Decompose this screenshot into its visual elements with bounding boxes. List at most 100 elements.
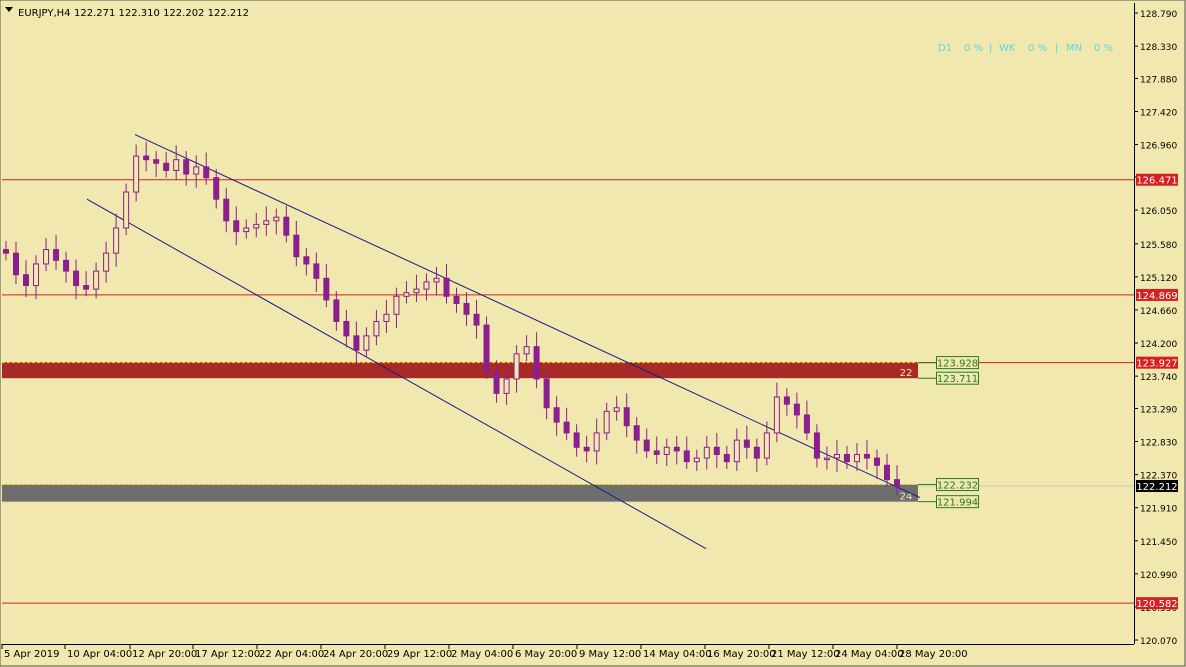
current-price-tag-text: 122.212 bbox=[1136, 482, 1177, 493]
candle-body bbox=[213, 177, 220, 200]
price-axis-label: 125.120 bbox=[1140, 274, 1177, 284]
mn-value: 0 % bbox=[1094, 43, 1113, 54]
candle bbox=[23, 260, 30, 298]
channel-lower-line[interactable] bbox=[86, 198, 707, 550]
candle-body bbox=[113, 227, 120, 254]
zone-price-tag-text: 122.232 bbox=[937, 481, 978, 492]
zone-1[interactable] bbox=[2, 362, 918, 379]
time-axis-label: 21 May 12:00 bbox=[771, 649, 840, 660]
candle-body bbox=[13, 252, 20, 276]
candle bbox=[823, 446, 830, 470]
candle bbox=[613, 396, 620, 421]
candle-body bbox=[233, 220, 240, 233]
candle bbox=[423, 273, 430, 301]
candle-body bbox=[643, 439, 650, 452]
candle-body bbox=[33, 263, 40, 287]
chart-menu-arrow-icon[interactable] bbox=[5, 7, 13, 12]
price-axis-label: 124.660 bbox=[1140, 307, 1177, 317]
candle-body bbox=[853, 453, 860, 463]
price-axis-label: 120.070 bbox=[1140, 637, 1177, 647]
candle-body bbox=[623, 407, 630, 427]
zone-price-tag[interactable] bbox=[936, 478, 979, 492]
candle-body bbox=[323, 277, 330, 301]
stats-separator: | bbox=[989, 43, 992, 54]
candle-body bbox=[313, 263, 320, 279]
candle bbox=[103, 241, 110, 283]
time-axis-label: 17 Apr 12:00 bbox=[195, 649, 260, 660]
symbol-label: EURJPY,H4 bbox=[18, 8, 71, 19]
current-price-tag bbox=[1136, 479, 1178, 492]
candle bbox=[273, 208, 280, 235]
candle-body bbox=[703, 446, 710, 459]
candle-body bbox=[873, 457, 880, 466]
candle-body bbox=[53, 249, 60, 261]
zone-2[interactable] bbox=[2, 484, 918, 502]
candle bbox=[853, 442, 860, 472]
candle-body bbox=[483, 324, 490, 373]
candle bbox=[173, 145, 180, 180]
candle bbox=[263, 206, 270, 236]
candle bbox=[773, 382, 780, 443]
candles bbox=[3, 141, 900, 496]
time-axis-label: 28 May 20:00 bbox=[899, 649, 968, 660]
candle bbox=[603, 402, 610, 441]
candle bbox=[843, 445, 850, 469]
zone-price-tag-text: 123.711 bbox=[937, 374, 978, 385]
candle bbox=[453, 287, 460, 313]
candle bbox=[873, 449, 880, 479]
candle-body bbox=[413, 288, 420, 294]
candle bbox=[833, 440, 840, 472]
level-price-tag-text: 120.582 bbox=[1136, 599, 1177, 610]
candle-body bbox=[133, 155, 140, 193]
candle bbox=[83, 271, 90, 297]
candle-body bbox=[573, 432, 580, 448]
candle bbox=[233, 206, 240, 246]
candle bbox=[333, 291, 340, 331]
candle-body bbox=[153, 159, 160, 164]
candle bbox=[223, 187, 230, 233]
time-axis-label: 24 May 04:00 bbox=[835, 649, 904, 660]
candle-body bbox=[353, 335, 360, 351]
candle-body bbox=[603, 410, 610, 434]
zone-price-tag[interactable] bbox=[936, 371, 979, 385]
candle-body bbox=[293, 234, 300, 258]
candle-body bbox=[723, 453, 730, 463]
candle bbox=[653, 436, 660, 464]
time-axis-label: 5 Apr 2019 bbox=[4, 649, 59, 660]
candle-body bbox=[273, 216, 280, 222]
candle bbox=[593, 418, 600, 465]
d1-value: 0 % bbox=[964, 43, 983, 54]
candle bbox=[623, 393, 630, 438]
candle bbox=[553, 396, 560, 436]
candle bbox=[253, 212, 260, 238]
ohlc-readout: 122.271 122.310 122.202 122.212 bbox=[74, 8, 249, 19]
candle-body bbox=[23, 274, 30, 287]
price-axis-label: 128.330 bbox=[1140, 43, 1177, 53]
candle-body bbox=[743, 439, 750, 448]
zone-price-tag[interactable] bbox=[936, 356, 979, 370]
wk-value: 0 % bbox=[1028, 43, 1047, 54]
candle bbox=[443, 263, 450, 304]
time-axis-label: 2 May 04:00 bbox=[451, 649, 513, 660]
candle bbox=[783, 388, 790, 416]
candle-body bbox=[363, 335, 370, 351]
level-price-tag-text: 124.869 bbox=[1136, 291, 1177, 302]
price-axis-label: 121.910 bbox=[1140, 505, 1177, 515]
candle bbox=[463, 291, 470, 326]
candle bbox=[73, 259, 80, 300]
price-axis-label: 125.580 bbox=[1140, 241, 1177, 251]
candle-body bbox=[613, 407, 620, 412]
candle-body bbox=[793, 403, 800, 416]
candle-body bbox=[473, 313, 480, 326]
zone-price-tag[interactable] bbox=[936, 495, 979, 509]
mn-label: MN bbox=[1066, 43, 1082, 54]
price-axis-label: 121.450 bbox=[1140, 538, 1177, 548]
candle bbox=[413, 274, 420, 303]
candle bbox=[163, 151, 170, 178]
candle bbox=[373, 309, 380, 346]
channel-upper-line[interactable] bbox=[134, 134, 921, 499]
candle-body bbox=[843, 453, 850, 463]
